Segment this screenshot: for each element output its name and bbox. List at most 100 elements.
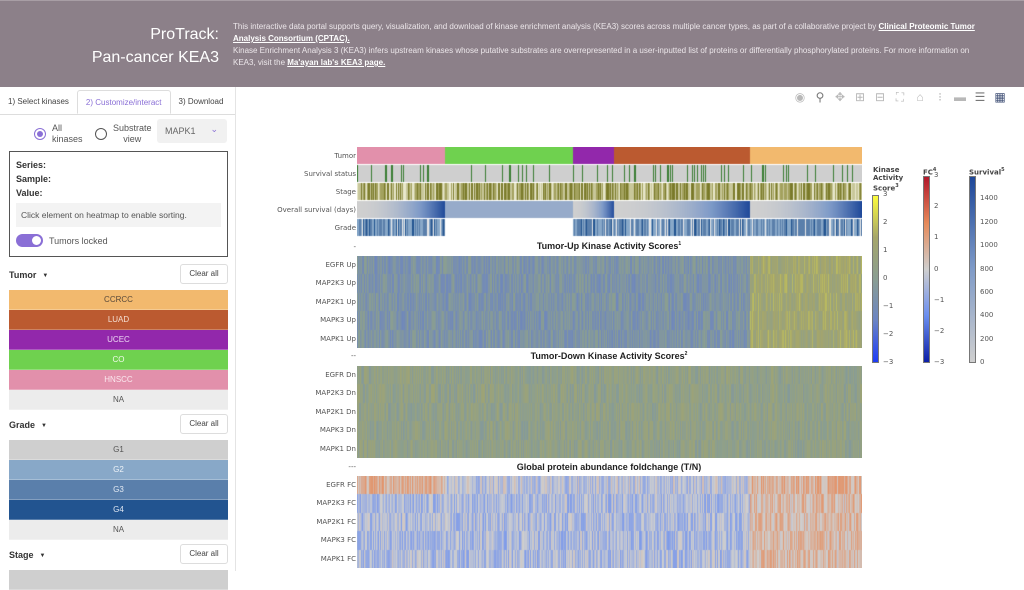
heatmap-plot: Tumor Survival status Stage Overall surv… bbox=[250, 110, 1024, 571]
tumor-down-heatmap[interactable] bbox=[357, 366, 862, 458]
zoom-out-icon[interactable]: ⊟ bbox=[874, 90, 886, 104]
title-line: Activity bbox=[873, 174, 904, 182]
substrate-view-radio[interactable] bbox=[95, 128, 107, 140]
grade-option-g4[interactable]: G4 bbox=[9, 500, 228, 520]
row-label-egfr-fc: EGFR FC bbox=[326, 481, 356, 489]
series-label: Series: bbox=[16, 160, 47, 170]
row-label-grade: Grade bbox=[334, 224, 356, 232]
foldchange-heatmap[interactable] bbox=[357, 476, 862, 568]
tumors-locked-toggle[interactable] bbox=[16, 234, 43, 247]
colorbar-tick: 200 bbox=[980, 334, 994, 343]
footnote: 1 bbox=[678, 241, 682, 247]
stage-filter-title[interactable]: Stage ▼ bbox=[9, 550, 45, 560]
sample-label: Sample: bbox=[16, 174, 52, 184]
view-mode-row: All kinases Substrate view MAPK1 ⌄ bbox=[0, 119, 235, 151]
home-icon[interactable]: ⌂ bbox=[916, 90, 924, 104]
tab-customize-interact[interactable]: 2) Customize/interact bbox=[76, 90, 171, 114]
panel-title-tumor-down: Tumor-Down Kinase Activity Scores2 bbox=[356, 351, 862, 361]
stage-filter: Stage ▼ Clear all bbox=[0, 544, 236, 590]
grade-option-g1[interactable]: G1 bbox=[9, 440, 228, 460]
spike-lines-icon[interactable]: ⁝ bbox=[938, 90, 942, 104]
colorbar-tick: 0 bbox=[883, 274, 888, 282]
footnote: 2 bbox=[684, 351, 688, 357]
colorbar-survival bbox=[969, 176, 976, 363]
tumor-up-heatmap[interactable] bbox=[357, 256, 862, 348]
colorbar-tick: 1 bbox=[883, 246, 888, 254]
caret-down-icon: ▼ bbox=[39, 552, 46, 559]
grade-options: G1 G2 G3 G4 NA bbox=[0, 440, 236, 540]
colorbar-tick: 0 bbox=[980, 358, 985, 366]
colorbar-tick: 1200 bbox=[980, 217, 998, 226]
row-label-stage: Stage bbox=[335, 188, 356, 196]
tab-select-kinases[interactable]: 1) Select kinases bbox=[8, 97, 69, 106]
zoom-icon[interactable]: ⚲ bbox=[815, 90, 825, 104]
tumor-option-ccrcc[interactable]: CCRCC bbox=[9, 290, 228, 310]
pan-icon[interactable]: ✥ bbox=[834, 90, 846, 104]
footnote: 4 bbox=[932, 167, 937, 173]
colorbar-tick: 3 bbox=[883, 190, 888, 198]
zoom-in-icon[interactable]: ⊞ bbox=[854, 90, 866, 104]
grade-option-g2[interactable]: G2 bbox=[9, 460, 228, 480]
tumor-option-co[interactable]: CO bbox=[9, 350, 228, 370]
colorbar-foldchange bbox=[923, 176, 930, 363]
autoscale-icon[interactable]: ⛶ bbox=[895, 90, 905, 104]
row-label-survival-status: Survival status bbox=[304, 170, 356, 178]
grade-option-na[interactable]: NA bbox=[9, 520, 228, 540]
intro-paragraph-1: This interactive data portal supports qu… bbox=[233, 22, 879, 31]
row-label-map2k3-fc: MAP2K3 FC bbox=[316, 499, 356, 508]
annotation-heatmap[interactable] bbox=[357, 147, 862, 240]
tumor-clear-all-button[interactable]: Clear all bbox=[180, 264, 228, 284]
colorbar-tick: −3 bbox=[883, 358, 894, 366]
grade-filter-header: Grade ▼ Clear all bbox=[0, 414, 236, 436]
all-kinases-radio[interactable] bbox=[34, 128, 46, 140]
hover-closest-icon[interactable]: ▬ bbox=[954, 90, 966, 104]
grade-filter: Grade ▼ Clear all G1 G2 G3 G4 NA bbox=[0, 414, 236, 540]
camera-icon[interactable]: ◉ bbox=[794, 90, 806, 104]
caret-down-icon: ▼ bbox=[41, 422, 47, 429]
tumor-filter: Tumor ▼ Clear all CCRCC LUAD UCEC CO HNSCC NA bbox=[0, 264, 236, 410]
tumor-option-ucec[interactable]: UCEC bbox=[9, 330, 228, 350]
colorbar-tick: −1 bbox=[883, 302, 894, 310]
sidebar-tabs: 1) Select kinases 2) Customize/interact … bbox=[0, 90, 235, 115]
colorbar-kinase-score bbox=[872, 195, 879, 363]
stage-option[interactable] bbox=[9, 570, 228, 590]
row-label-tumor: Tumor bbox=[334, 152, 356, 160]
plotly-logo-icon[interactable]: ▦ bbox=[994, 90, 1006, 104]
separator-2: -- bbox=[350, 352, 356, 360]
row-label-map2k3-up: MAP2K3 Up bbox=[315, 279, 356, 288]
kinase-select[interactable]: MAPK1 ⌄ bbox=[157, 119, 227, 143]
grade-option-g3[interactable]: G3 bbox=[9, 480, 228, 500]
plot-toolbar: ◉ ⚲ ✥ ⊞ ⊟ ⛶ ⌂ ⁝ ▬ ☰ ▦ bbox=[793, 89, 1007, 105]
label-line: All bbox=[52, 123, 63, 133]
cptac-link[interactable]: Clinical Proteomic Tumor Analysis Consor… bbox=[233, 22, 975, 43]
tumor-filter-header: Tumor ▼ Clear all bbox=[0, 264, 236, 286]
grade-clear-all-button[interactable]: Clear all bbox=[180, 414, 228, 434]
tumor-option-na[interactable]: NA bbox=[9, 390, 228, 410]
brand-title: ProTrack: Pan-cancer KEA3 bbox=[92, 23, 219, 69]
hover-info-box: Series: Sample: Value: Click element on … bbox=[9, 151, 228, 257]
colorbar-tick: 600 bbox=[980, 287, 994, 296]
tumor-option-hnscc[interactable]: HNSCC bbox=[9, 370, 228, 390]
tumor-filter-title[interactable]: Tumor ▼ bbox=[9, 270, 48, 280]
row-label-map2k1-dn: MAP2K1 Dn bbox=[315, 407, 356, 416]
tumor-options: CCRCC LUAD UCEC CO HNSCC NA bbox=[0, 290, 236, 410]
tumor-option-luad[interactable]: LUAD bbox=[9, 310, 228, 330]
row-label-egfr-up: EGFR Up bbox=[325, 261, 356, 269]
tab-download[interactable]: 3) Download bbox=[178, 97, 224, 106]
row-label-overall-survival: Overall survival (days) bbox=[277, 206, 356, 214]
separator-3: --- bbox=[348, 463, 356, 471]
grade-filter-title[interactable]: Grade ▼ bbox=[9, 420, 47, 430]
hover-compare-icon[interactable]: ☰ bbox=[974, 90, 986, 104]
kea3-link[interactable]: Ma'ayan lab's KEA3 page. bbox=[287, 58, 386, 67]
row-label-mapk1-up: MAPK1 Up bbox=[320, 334, 356, 343]
colorbar-tick: 1 bbox=[934, 233, 939, 242]
title-line: Survival bbox=[969, 168, 1002, 177]
colorbar-title-kinase: Kinase Activity Score3 bbox=[873, 166, 903, 192]
filter-title-text: Stage bbox=[9, 550, 34, 560]
colorbar-tick: −2 bbox=[883, 330, 894, 338]
stage-clear-all-button[interactable]: Clear all bbox=[180, 544, 228, 564]
intro-text: This interactive data portal supports qu… bbox=[233, 21, 993, 69]
filter-title-text: Tumor bbox=[9, 270, 37, 280]
row-label-map2k1-fc: MAP2K1 FC bbox=[316, 517, 356, 526]
row-label-egfr-dn: EGFR Dn bbox=[325, 371, 356, 379]
